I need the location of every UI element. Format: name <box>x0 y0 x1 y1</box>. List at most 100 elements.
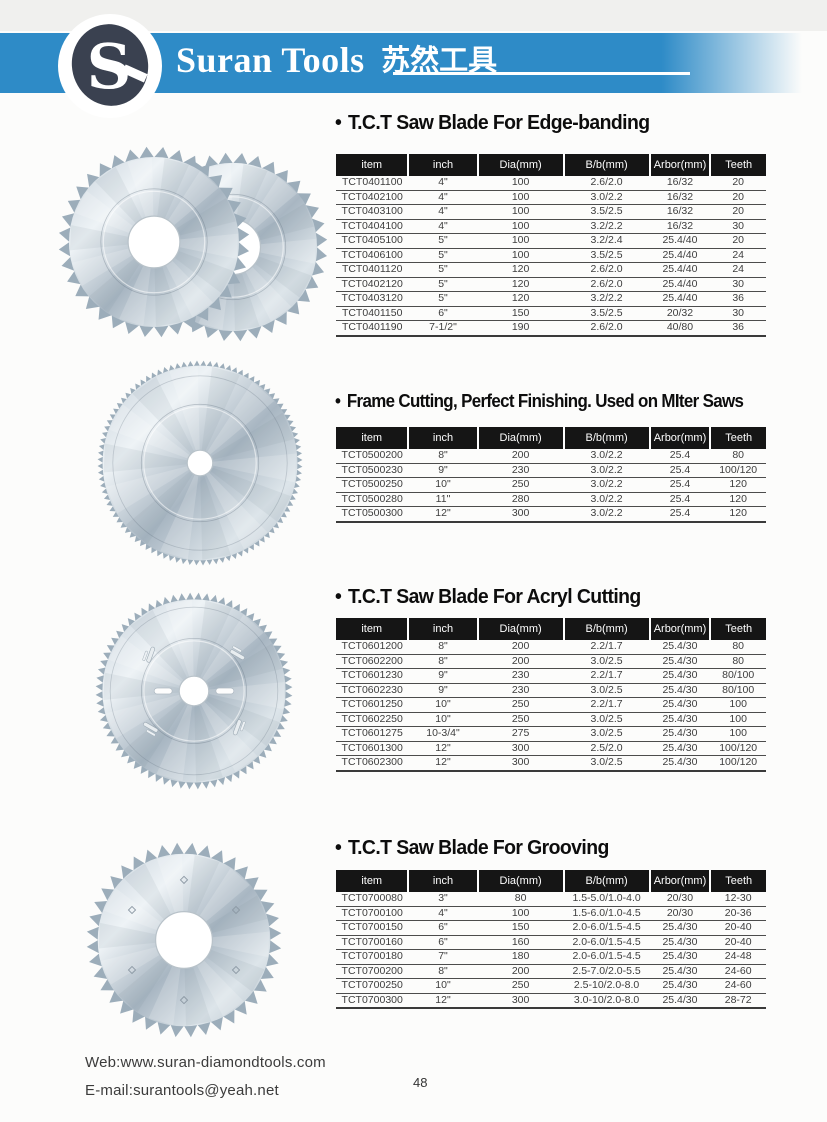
saw-blade <box>95 592 293 795</box>
saw-blade-image-acryl-cutting <box>95 592 293 790</box>
table-cell: 2.2/1.7 <box>563 640 650 655</box>
table-cell: 12" <box>408 506 478 523</box>
table-cell: 20/30 <box>649 906 711 921</box>
saw-blade-image-edge-banding <box>58 144 330 342</box>
table-row: TCT0500280 11" 280 3.0/2.2 25.4 120 <box>336 492 766 507</box>
table-cell: 100 <box>477 176 564 191</box>
spec-table-header-row: item inch Dia(mm) B/b(mm) Arbor(mm) Teeth <box>336 618 766 640</box>
table-cell: TCT0601250 <box>336 697 409 713</box>
table-cell: 120 <box>710 477 766 493</box>
table-cell: 2.6/2.0 <box>563 176 650 191</box>
spec-table-body: TCT0401100 4" 100 2.6/2.0 16/32 20 TCT0402100 4… <box>336 176 766 337</box>
section-title-edge-banding: • T.C.T Saw Blade For Edge-banding <box>335 112 650 134</box>
saw-blade-graphic <box>95 592 293 790</box>
table-cell: TCT0601275 <box>336 726 409 742</box>
table-cell: 20-36 <box>710 906 766 921</box>
table-cell: 200 <box>477 654 564 669</box>
table-row: TCT0700180 7" 180 2.0-6.0/1.5-4.5 25.4/30 24-… <box>336 949 766 965</box>
column-header: inch <box>407 618 478 640</box>
table-cell: 6" <box>408 920 478 936</box>
table-cell: 5" <box>408 277 478 292</box>
table-cell: 24-60 <box>710 978 766 994</box>
spec-table-header-row: item inch Dia(mm) B/b(mm) Arbor(mm) Teeth <box>336 870 766 892</box>
table-row: TCT0601300 12" 300 2.5/2.0 25.4/30 100/120 <box>336 741 766 756</box>
table-cell: TCT0700180 <box>336 949 409 965</box>
table-cell: 300 <box>477 741 564 756</box>
table-cell: 2.2/1.7 <box>563 697 650 713</box>
table-cell: 12-30 <box>710 892 766 907</box>
table-cell: TCT0700150 <box>336 920 409 936</box>
table-cell: 25.4/30 <box>649 741 711 756</box>
table-cell: TCT0405100 <box>336 233 409 249</box>
table-row: TCT0403100 4" 100 3.5/2.5 16/32 20 <box>336 204 766 220</box>
table-cell: 16/32 <box>649 190 711 205</box>
saw-blade-left <box>58 146 250 343</box>
table-cell: 2.6/2.0 <box>563 277 650 292</box>
table-row: TCT0401100 4" 100 2.6/2.0 16/32 20 <box>336 176 766 191</box>
table-cell: 25.4 <box>649 463 711 478</box>
brand-logo-icon: S <box>58 14 162 118</box>
bullet-icon: • <box>335 837 342 859</box>
table-cell: 3.0/2.2 <box>563 190 650 205</box>
table-row: TCT0405100 5" 100 3.2/2.4 25.4/40 20 <box>336 233 766 249</box>
table-cell: 100 <box>477 204 564 220</box>
table-cell: 4" <box>408 906 478 921</box>
table-cell: TCT0402100 <box>336 190 409 205</box>
section-title-grooving: • T.C.T Saw Blade For Grooving <box>335 837 609 859</box>
spec-table-frame-cutting: item inch Dia(mm) B/b(mm) Arbor(mm) Teeth TCT0… <box>336 427 766 523</box>
table-cell: 5" <box>408 291 478 307</box>
section-title-acryl-cutting: • T.C.T Saw Blade For Acryl Cutting <box>335 586 641 608</box>
table-cell: 8" <box>408 640 478 655</box>
column-header: B/b(mm) <box>562 618 650 640</box>
table-cell: 3.0/2.2 <box>563 506 650 523</box>
table-row: TCT0500300 12" 300 3.0/2.2 25.4 120 <box>336 506 766 523</box>
table-cell: 25.4/40 <box>649 277 711 292</box>
table-cell: 3.2/2.2 <box>563 219 650 234</box>
table-cell: TCT0602300 <box>336 755 409 772</box>
table-row: TCT0700100 4" 100 1.5-6.0/1.0-4.5 20/30 20-36 <box>336 906 766 921</box>
column-header: Teeth <box>709 154 766 176</box>
table-cell: 3.0/2.2 <box>563 463 650 478</box>
table-cell: 10" <box>408 978 478 994</box>
table-cell: 150 <box>477 306 564 321</box>
table-cell: 100/120 <box>710 741 766 756</box>
table-cell: TCT0700080 <box>336 892 409 907</box>
column-header: Dia(mm) <box>476 427 564 449</box>
table-cell: 25.4/30 <box>649 668 711 684</box>
table-cell: 3.5/2.5 <box>563 204 650 220</box>
spec-table-edge-banding: item inch Dia(mm) B/b(mm) Arbor(mm) Teeth TCT0… <box>336 154 766 337</box>
table-cell: 2.0-6.0/1.5-4.5 <box>563 935 650 950</box>
table-cell: 80 <box>710 640 766 655</box>
table-cell: 3.0/2.2 <box>563 449 650 464</box>
table-cell: TCT0602200 <box>336 654 409 669</box>
column-header: B/b(mm) <box>562 154 650 176</box>
table-cell: 6" <box>408 306 478 321</box>
table-cell: 25.4 <box>649 449 711 464</box>
table-row: TCT0700200 8" 200 2.5-7.0/2.0-5.5 25.4/30 24-… <box>336 964 766 979</box>
table-cell: 25.4/30 <box>649 697 711 713</box>
table-row: TCT0402120 5" 120 2.6/2.0 25.4/40 30 <box>336 277 766 292</box>
table-row: TCT0602230 9" 230 3.0/2.5 25.4/30 80/100 <box>336 683 766 698</box>
table-cell: 25.4 <box>649 477 711 493</box>
column-header: B/b(mm) <box>562 870 650 892</box>
table-cell: 8" <box>408 654 478 669</box>
saw-blade <box>86 842 282 1043</box>
table-cell: 5" <box>408 248 478 263</box>
table-cell: TCT0401100 <box>336 176 409 191</box>
spec-table-acryl-cutting: item inch Dia(mm) B/b(mm) Arbor(mm) Teeth TCT0… <box>336 618 766 772</box>
table-cell: 80 <box>477 892 564 907</box>
table-cell: 9" <box>408 463 478 478</box>
table-row: TCT0601275 10-3/4" 275 3.0/2.5 25.4/30 100 <box>336 726 766 742</box>
table-cell: TCT0700100 <box>336 906 409 921</box>
table-cell: 4" <box>408 219 478 234</box>
table-cell: 3.2/2.2 <box>563 291 650 307</box>
table-cell: 280 <box>477 492 564 507</box>
table-cell: 300 <box>477 755 564 772</box>
table-cell: 3.0/2.2 <box>563 492 650 507</box>
table-cell: 250 <box>477 697 564 713</box>
spec-table-head: item inch Dia(mm) B/b(mm) Arbor(mm) Teeth <box>336 870 766 892</box>
footer-website: Web:www.suran-diamondtools.com <box>85 1054 326 1071</box>
table-cell: 100/120 <box>710 463 766 478</box>
saw-blade-graphic <box>58 146 250 338</box>
spec-table-head: item inch Dia(mm) B/b(mm) Arbor(mm) Teeth <box>336 618 766 640</box>
